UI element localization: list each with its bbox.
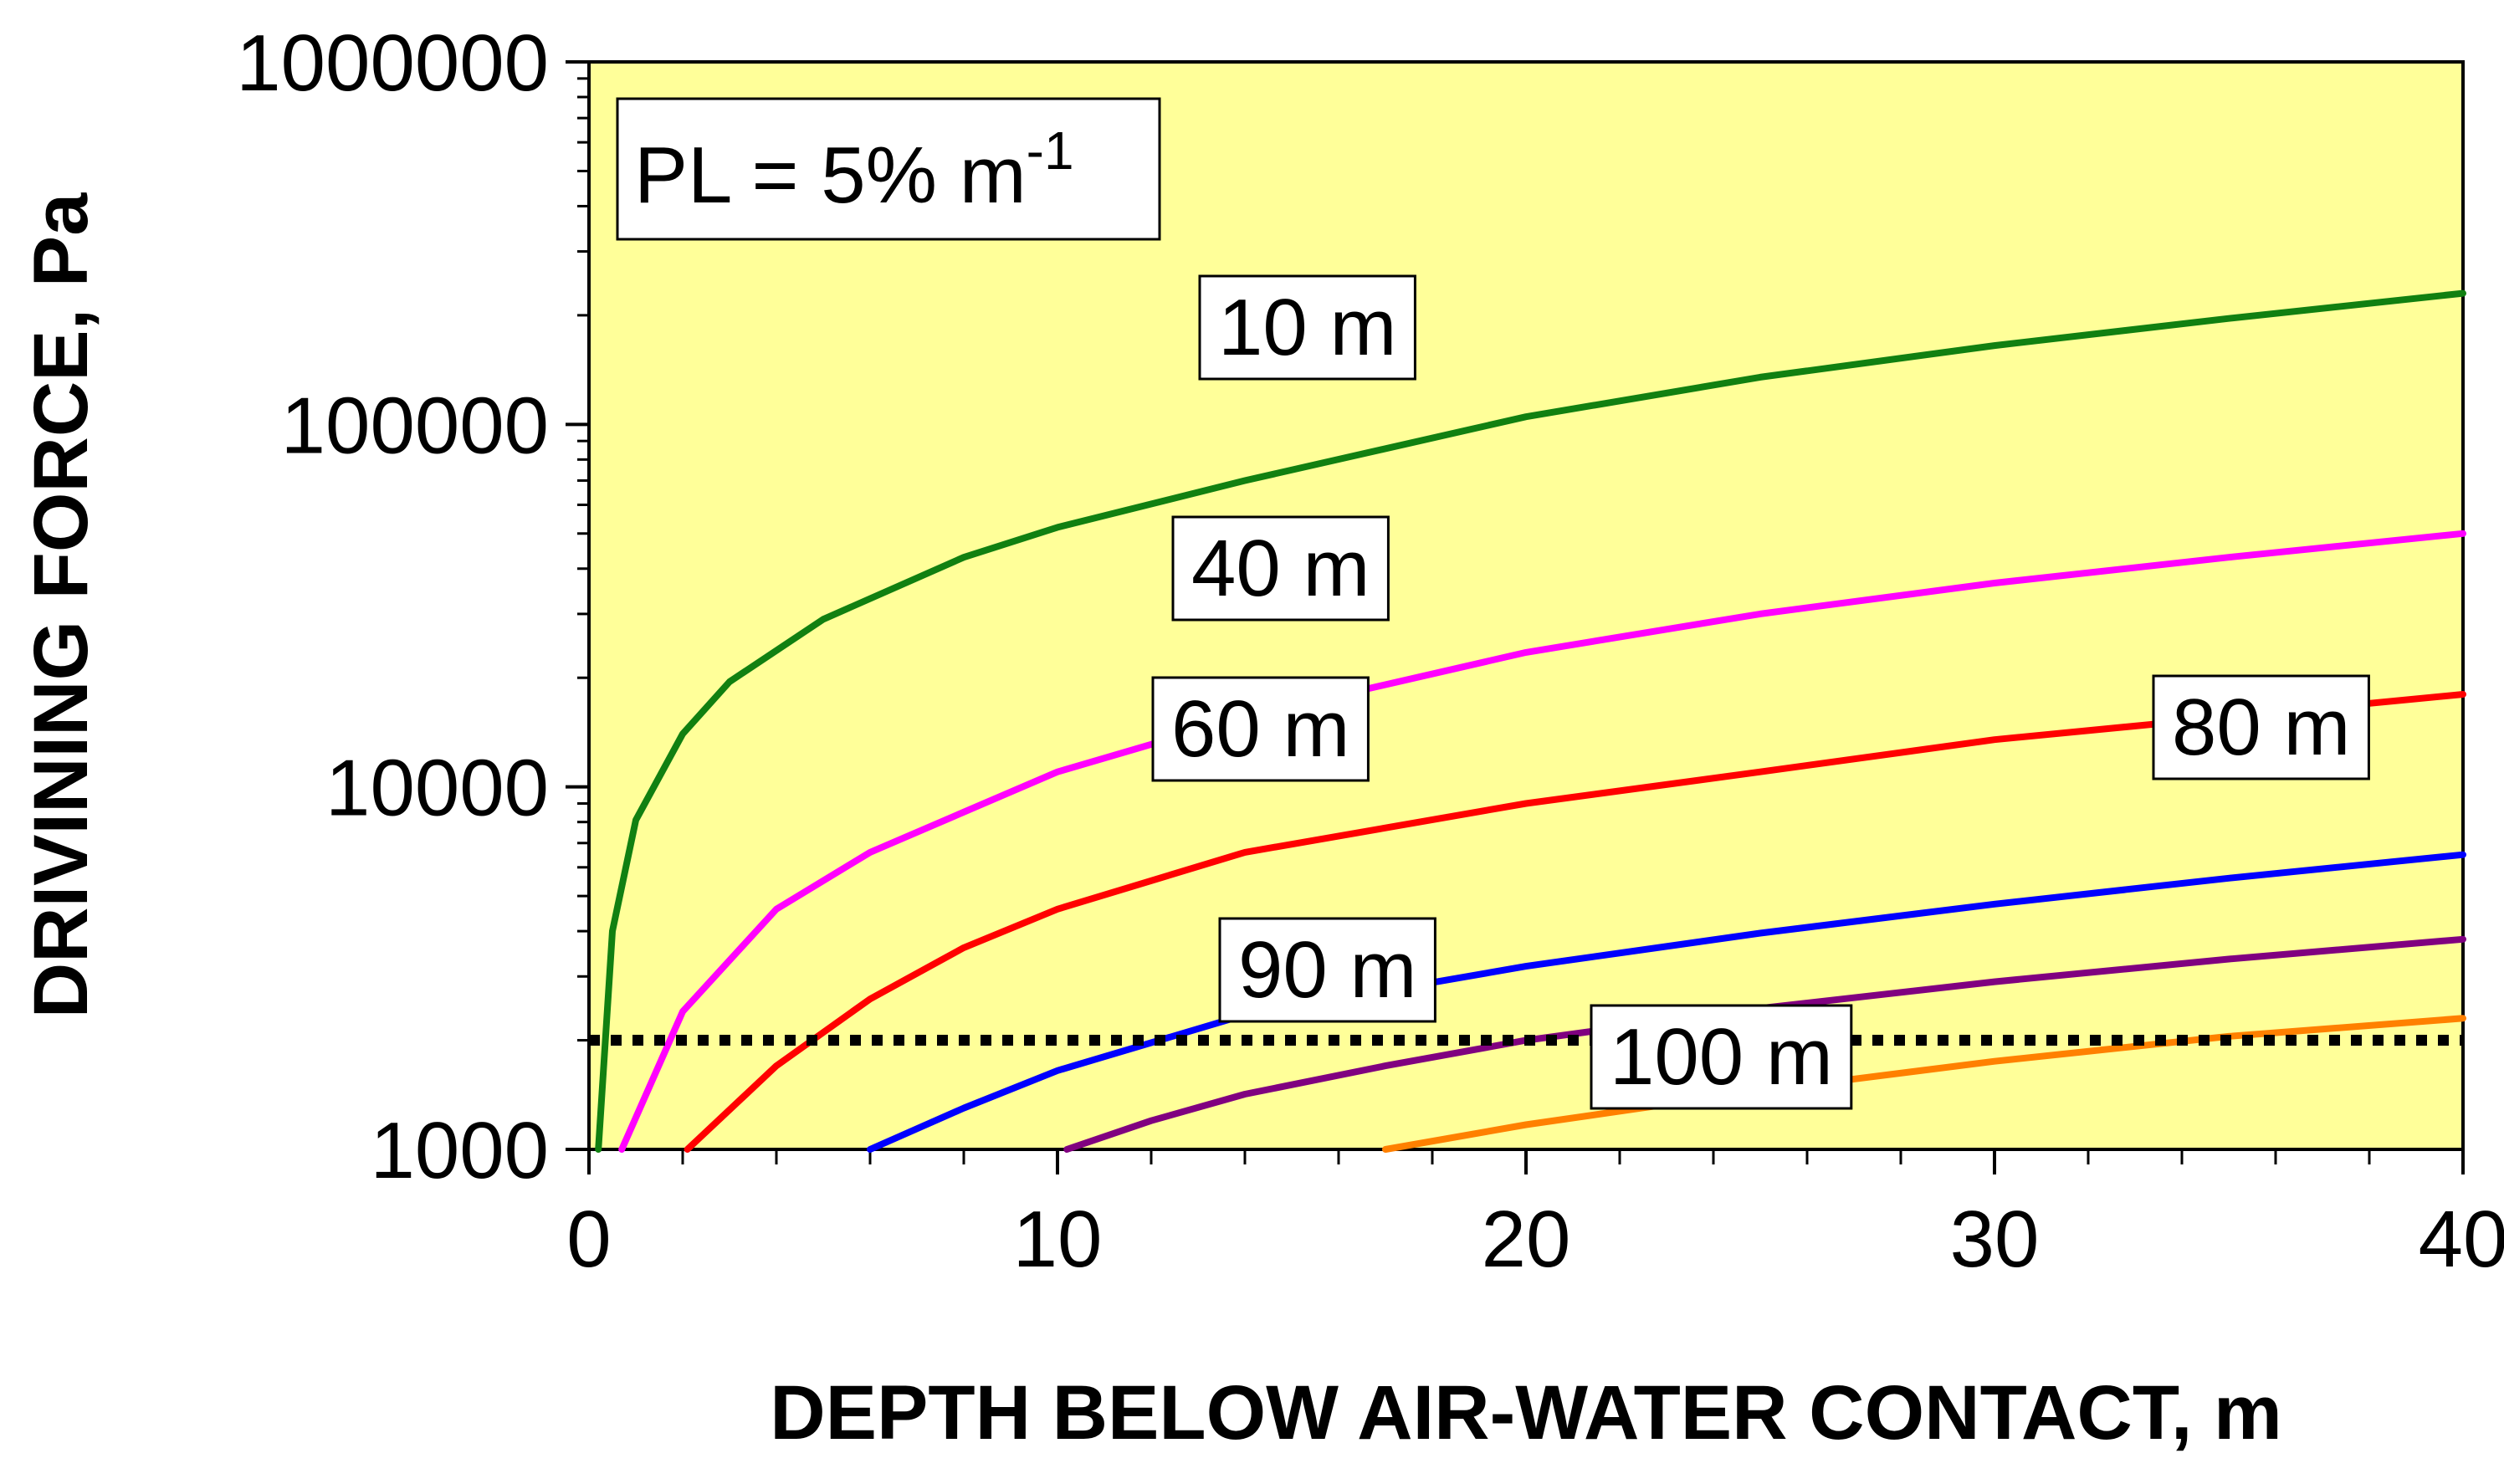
series-line-60m [684,691,2466,1153]
x-tick-label: 40 [2419,1195,2504,1284]
series-label-box [1218,917,1436,1023]
y-axis-title: DRIVINING FORCE, Pa [18,192,104,1018]
series-label-box [1198,274,1416,381]
series-label-text: 40 m [1191,524,1370,613]
series-line-10m [595,289,2466,1153]
x-tick-label: 30 [1950,1195,2040,1284]
series-labels: 10 m 40 m 60 m 80 m 90 m 100 m [1151,274,2370,1110]
y-tick-label: 1000 [370,1106,549,1195]
axis-tick-labels: 1000 10000 100000 1000000 0 10 20 30 40 [236,18,2504,1284]
series-label-90m: 90 m [1218,917,1436,1023]
y-tick-label: 100000 [281,381,549,470]
series-line-100m [1382,1015,2466,1153]
series-label-box [1151,676,1370,782]
pl-annotation-prefix: PL = 5% m [634,130,1027,220]
pl-annotation-box [616,97,1161,241]
series-label-text: 90 m [1238,925,1416,1015]
x-axis-title: DEPTH BELOW AIR-WATER CONTACT, m [770,1370,2282,1456]
x-tick-label: 20 [1482,1195,1571,1284]
series-label-text: 10 m [1218,283,1396,372]
y-tick-label: 10000 [325,744,549,833]
series-label-10m: 10 m [1198,274,1416,381]
series-label-box [2152,674,2370,780]
series-label-text: 60 m [1171,684,1349,774]
y-tick-label: 1000000 [236,18,549,108]
pl-annotation-superscript: -1 [1027,120,1074,181]
series-label-100m: 100 m [1590,1004,1853,1110]
pl-annotation-text: PL = 5% m-1 [634,120,1074,220]
axis-ticks [566,60,2465,1174]
pl-annotation: PL = 5% m-1 [616,97,1161,241]
x-tick-label: 0 [566,1195,611,1284]
series-label-text: 80 m [2172,683,2350,772]
series-line-80m [867,851,2466,1153]
series-label-box [1590,1004,1853,1110]
series-label-text: 100 m [1610,1012,1833,1102]
series-label-box [1171,515,1390,622]
x-tick-label: 10 [1013,1195,1103,1284]
series-label-80m: 80 m [2152,674,2370,780]
series-label-40m: 40 m [1171,515,1390,622]
series-label-60m: 60 m [1151,676,1370,782]
